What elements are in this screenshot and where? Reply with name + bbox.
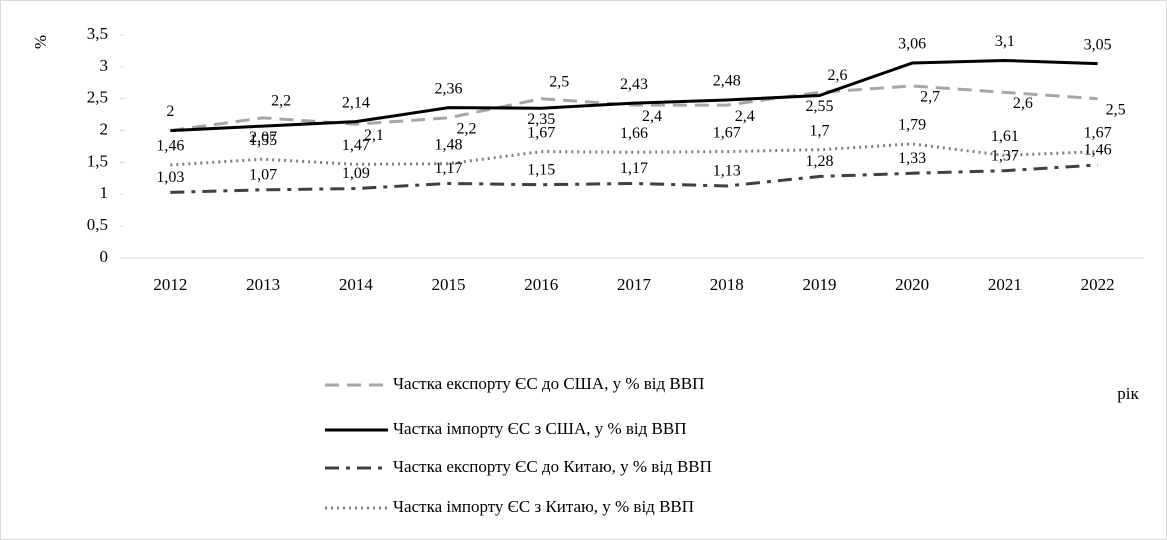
x-tick-label: 2014	[339, 275, 374, 294]
data-label: 2,1	[364, 127, 384, 144]
y-tick-label: 0,5	[87, 215, 108, 234]
y-axis-label: %	[31, 35, 50, 49]
data-label: 1,03	[156, 169, 184, 186]
data-label: 1,61	[991, 128, 1019, 145]
data-label: 2,6	[1013, 95, 1033, 112]
data-label: 1,37	[991, 147, 1019, 164]
data-label: 1,46	[1084, 142, 1112, 159]
y-tick-label: 1	[100, 183, 109, 202]
y-tick-label: 0	[100, 247, 109, 266]
legend-label: Частка експорту ЄС до Китаю, у % від ВВП	[393, 457, 712, 476]
series-line	[170, 142, 1098, 167]
x-tick-label: 2022	[1081, 275, 1115, 294]
data-label: 1,67	[527, 124, 555, 141]
data-label: 2,43	[620, 76, 648, 93]
data-label: 1,17	[435, 160, 463, 177]
data-label: 2,2	[457, 121, 477, 138]
data-label: 1,66	[620, 125, 648, 142]
data-label: 2,48	[713, 73, 741, 90]
legend-label: Частка імпорту ЄС з США, у % від ВВП	[393, 419, 686, 438]
x-tick-label: 2016	[524, 275, 558, 294]
data-label: 2,14	[342, 94, 370, 111]
data-label: 1,33	[898, 150, 926, 167]
data-label: 2,5	[549, 73, 569, 90]
data-label: 2,07	[249, 129, 277, 146]
data-label: 1,07	[249, 166, 277, 183]
data-label: 2,36	[435, 80, 463, 97]
y-tick-label: 2,5	[87, 88, 108, 107]
data-label: 2,7	[920, 89, 940, 106]
data-label: 1,28	[805, 153, 833, 170]
data-label: 1,48	[435, 136, 463, 153]
x-tick-label: 2017	[617, 275, 652, 294]
data-label: 1,15	[527, 161, 555, 178]
y-tick-label: 2	[100, 119, 109, 138]
x-tick-label: 2021	[988, 275, 1022, 294]
series-line	[170, 58, 1098, 133]
x-tick-label: 2020	[895, 275, 929, 294]
data-label: 1,79	[898, 117, 926, 134]
data-label: 2,55	[805, 98, 833, 115]
data-label: 2,4	[642, 108, 662, 125]
y-tick-label: 1,5	[87, 151, 108, 170]
data-label: 2,35	[527, 111, 555, 128]
data-label: 1,46	[156, 138, 184, 155]
x-tick-label: 2012	[153, 275, 187, 294]
data-label: 2,4	[735, 108, 755, 125]
x-tick-label: 2013	[246, 275, 280, 294]
legend-label: Частка експорту ЄС до США, у % від ВВП	[393, 374, 704, 393]
data-label: 1,47	[342, 137, 370, 154]
x-tick-label: 2019	[802, 275, 836, 294]
data-label: 1,55	[249, 132, 277, 149]
series-line	[170, 163, 1098, 194]
data-label: 3,06	[898, 36, 926, 53]
x-tick-label: 2018	[710, 275, 744, 294]
y-tick-label: 3,5	[87, 24, 108, 43]
legend-label: Частка імпорту ЄС з Китаю, у % від ВВП	[393, 497, 694, 516]
data-label: 2	[166, 103, 174, 120]
data-label: 2,5	[1106, 101, 1126, 118]
data-label: 2,2	[271, 93, 291, 110]
data-label: 1,13	[713, 163, 741, 180]
data-label: 1,7	[809, 122, 829, 139]
data-label: 1,09	[342, 165, 370, 182]
data-label: 2,6	[827, 67, 847, 84]
data-label: 1,17	[620, 160, 648, 177]
x-tick-label: 2015	[432, 275, 466, 294]
data-label: 3,05	[1084, 36, 1112, 53]
y-tick-label: 3	[100, 56, 109, 75]
data-label: 1,67	[1084, 124, 1112, 141]
x-axis-label: рік	[1117, 384, 1139, 403]
data-label: 3,1	[995, 33, 1015, 50]
data-label: 1,67	[713, 124, 741, 141]
